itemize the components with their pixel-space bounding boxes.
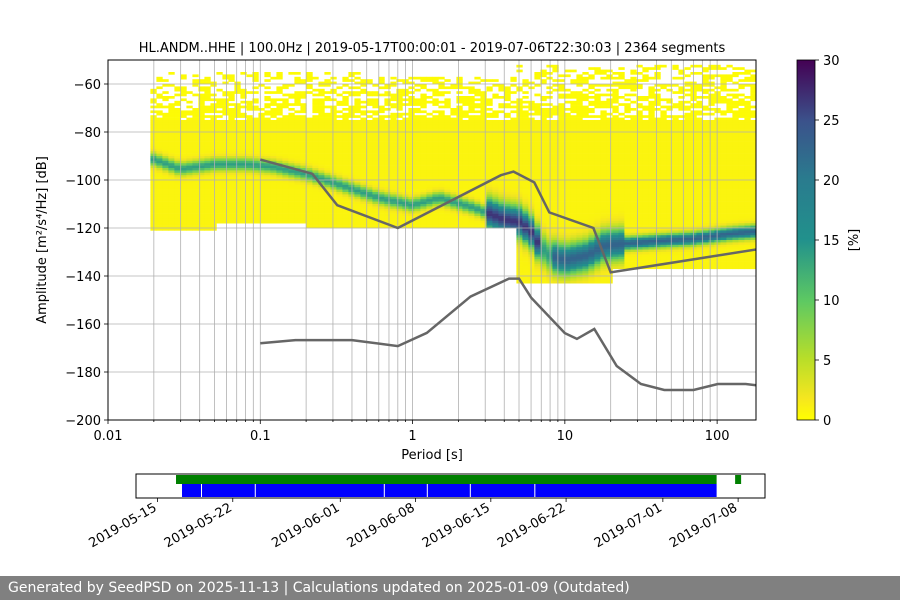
timeline-tick-label: 2019-07-08 — [667, 500, 740, 551]
new-high-noise-model-line — [259, 158, 756, 274]
colorbar-tick-label: 10 — [823, 294, 840, 309]
x-tick-label: 0.1 — [250, 429, 271, 444]
psd-histogram-cells — [150, 64, 756, 284]
timeline-tick-label: 2019-06-22 — [495, 500, 568, 551]
timeline-green-segment — [176, 475, 717, 484]
y-tick-label: −100 — [65, 174, 101, 189]
colorbar-label: [%] — [847, 229, 862, 252]
timeline-green-segment — [735, 475, 742, 484]
colorbar-tick-label: 20 — [823, 174, 840, 189]
x-tick-label: 0.01 — [94, 429, 123, 444]
y-tick-label: −80 — [74, 126, 101, 141]
x-axis-ticks: 0.01 0.1 1 10 100 — [94, 420, 730, 444]
timeline-ticks: 2019-05-15 2019-05-22 2019-06-01 2019-06-08… — [87, 498, 740, 551]
colorbar-tick-label: 0 — [823, 414, 831, 429]
y-axis-label: Amplitude [m²/s⁴/Hz] [dB] — [35, 156, 50, 324]
plot-area — [108, 60, 756, 420]
timeline-tick-label: 2019-06-01 — [269, 500, 342, 551]
grid-lines — [108, 60, 756, 420]
data-availability-timeline: 2019-05-15 2019-05-22 2019-06-01 2019-06-08… — [87, 473, 766, 551]
footer-text: Generated by SeedPSD on 2025-11-13 | Cal… — [8, 580, 630, 596]
timeline-tick-label: 2019-06-15 — [420, 500, 493, 551]
timeline-tick-label: 2019-05-22 — [162, 500, 235, 551]
timeline-blue-segment — [182, 484, 717, 497]
y-tick-label: −200 — [65, 414, 101, 429]
colorbar-tick-label: 5 — [823, 354, 831, 369]
chart-title: HL.ANDM..HHE | 100.0Hz | 2019-05-17T00:0… — [139, 41, 726, 56]
colorbar-tick-label: 15 — [823, 234, 840, 249]
x-tick-label: 1 — [408, 429, 416, 444]
new-low-noise-model-line — [260, 277, 756, 392]
footer-bar: Generated by SeedPSD on 2025-11-13 | Cal… — [0, 576, 900, 600]
colorbar — [796, 59, 816, 421]
colorbar-tick-label: 25 — [823, 114, 840, 129]
psd-figure: HL.ANDM..HHE | 100.0Hz | 2019-05-17T00:0… — [35, 41, 862, 551]
timeline-tick-label: 2019-06-08 — [345, 500, 418, 551]
y-tick-label: −120 — [65, 222, 101, 237]
y-tick-label: −60 — [74, 78, 101, 93]
timeline-tick-label: 2019-07-01 — [592, 500, 665, 551]
plot-frame — [107, 59, 757, 421]
x-tick-label: 10 — [557, 429, 574, 444]
y-tick-label: −160 — [65, 318, 101, 333]
y-tick-label: −140 — [65, 270, 101, 285]
colorbar-tick-label: 30 — [823, 54, 840, 69]
y-axis-ticks: −60 −80 −100 −120 −140 −160 −180 −200 — [65, 78, 108, 429]
timeline-tick-label: 2019-05-15 — [87, 500, 160, 551]
colorbar-ticks: 0 5 10 15 20 25 30 — [815, 54, 840, 429]
x-axis-label: Period [s] — [401, 448, 463, 463]
x-tick-label: 100 — [705, 429, 730, 444]
y-tick-label: −180 — [65, 366, 101, 381]
